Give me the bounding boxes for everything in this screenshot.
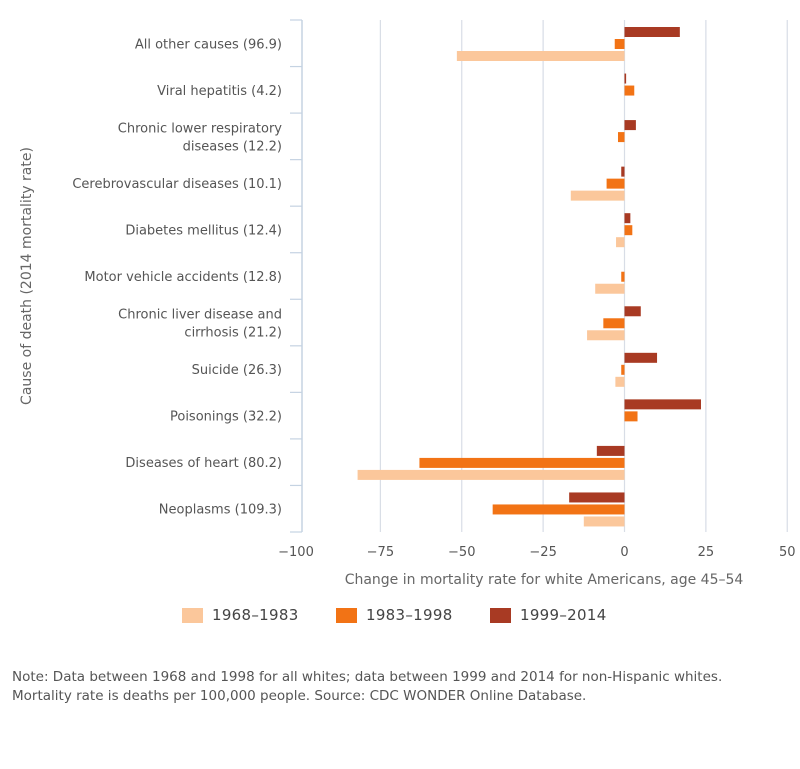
bar-1999-2014[interactable] [596,445,625,456]
legend-swatch [336,607,357,623]
category-label: Suicide (26.3) [192,363,282,378]
category-label: Chronic lower respiratory [118,121,283,136]
x-tick-label: −50 [448,545,475,560]
x-tick-label: 50 [779,545,796,560]
x-tick-label: 25 [698,545,715,560]
bar-1999-2014[interactable] [569,492,625,503]
legend-label: 1999–2014 [520,606,607,624]
bar-1968-1983[interactable] [587,330,625,341]
bar-1999-2014[interactable] [624,120,636,131]
bars [357,27,701,527]
legend-swatch [490,607,511,623]
bar-1983-1998[interactable] [624,411,638,422]
bar-1983-1998[interactable] [419,457,625,468]
bar-1983-1998[interactable] [492,504,625,515]
bar-1968-1983[interactable] [583,516,625,527]
legend: 1968–1983 1983–1998 1999–2014 [0,606,800,634]
category-label: All other causes (96.9) [135,37,282,52]
footnote: Note: Data between 1968 and 1998 for all… [12,669,723,704]
category-labels: All other causes (96.9) Viral hepatitis (… [72,37,282,517]
bar-1999-2014[interactable] [624,306,641,317]
x-axis-title: Change in mortality rate for white Ameri… [345,572,744,588]
bar-1999-2014[interactable] [621,166,625,177]
bar-1983-1998[interactable] [621,364,625,375]
legend-label: 1968–1983 [212,606,299,624]
legend-item-1999-2014[interactable]: 1999–2014 [490,606,607,624]
bar-1968-1983[interactable] [616,237,625,248]
category-label: Neoplasms (109.3) [159,503,282,518]
legend-swatch [182,607,203,623]
bar-1968-1983[interactable] [357,469,625,480]
bar-1983-1998[interactable] [614,39,625,49]
category-label: cirrhosis (21.2) [184,326,282,341]
bar-1983-1998[interactable] [624,225,633,236]
bar-1983-1998[interactable] [606,178,625,189]
x-tick-label: 0 [620,545,628,560]
bar-1999-2014[interactable] [624,399,701,410]
y-axis-title: Cause of death (2014 mortality rate) [19,147,35,405]
x-tick-label: −75 [367,545,394,560]
x-tick-labels: −100 −75 −50 −25 0 25 50 [278,545,795,560]
legend-item-1983-1998[interactable]: 1983–1998 [336,606,453,624]
bar-1983-1998[interactable] [617,132,625,143]
category-label: Diabetes mellitus (12.4) [125,223,282,238]
bar-1999-2014[interactable] [624,27,680,37]
bar-1968-1983[interactable] [595,283,625,294]
bar-1999-2014[interactable] [624,73,627,84]
bar-1999-2014[interactable] [624,213,631,224]
bar-chart: All other causes (96.9) Viral hepatitis (… [19,19,796,588]
category-label: Diseases of heart (80.2) [125,456,282,471]
category-label: Motor vehicle accidents (12.8) [84,270,282,285]
bar-1999-2014[interactable] [624,352,658,363]
category-label: diseases (12.2) [183,139,282,154]
gridlines [379,20,788,532]
legend-label: 1983–1998 [366,606,453,624]
x-tick-label: −25 [529,545,556,560]
bar-1983-1998[interactable] [621,271,625,282]
bar-1983-1998[interactable] [624,85,635,96]
category-label: Chronic liver disease and [118,308,282,323]
bar-1983-1998[interactable] [603,318,625,329]
legend-item-1968-1983[interactable]: 1968–1983 [182,606,299,624]
category-label: Cerebrovascular diseases (10.1) [72,177,282,192]
category-label: Poisonings (32.2) [170,410,282,425]
bar-1968-1983[interactable] [456,51,625,61]
x-tick-label: −100 [278,545,314,560]
category-label: Viral hepatitis (4.2) [157,84,282,99]
y-axis [290,19,303,533]
bar-1968-1983[interactable] [615,376,625,387]
bar-1968-1983[interactable] [570,190,625,201]
